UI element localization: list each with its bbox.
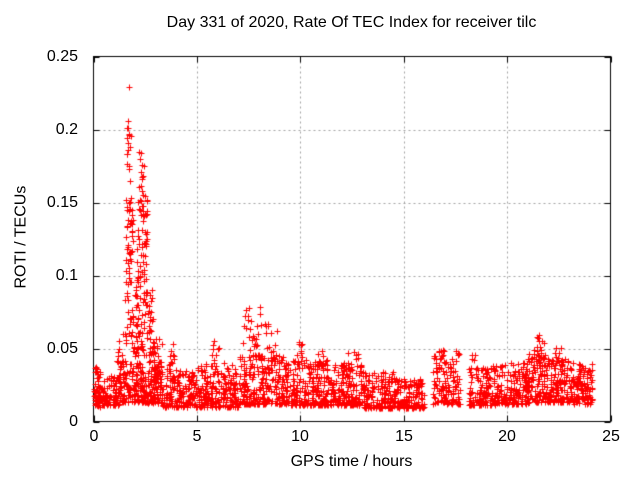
y-tick-label: 0.05 <box>46 340 78 357</box>
y-tick-label: 0.2 <box>55 121 78 138</box>
x-tick-label: 20 <box>498 428 516 445</box>
y-tick-label: 0 <box>69 413 78 430</box>
y-tick-label: 0.25 <box>46 48 78 65</box>
y-tick-label: 0.15 <box>46 194 78 211</box>
x-tick-label: 25 <box>602 428 620 445</box>
x-tick-label: 10 <box>291 428 309 445</box>
x-tick-label: 5 <box>192 428 202 445</box>
y-tick-label: 0.1 <box>55 267 78 284</box>
chart-title: Day 331 of 2020, Rate Of TEC Index for r… <box>166 14 537 31</box>
x-tick-label: 0 <box>89 428 99 445</box>
x-axis-label: GPS time / hours <box>290 453 413 470</box>
x-tick-label: 15 <box>395 428 413 445</box>
